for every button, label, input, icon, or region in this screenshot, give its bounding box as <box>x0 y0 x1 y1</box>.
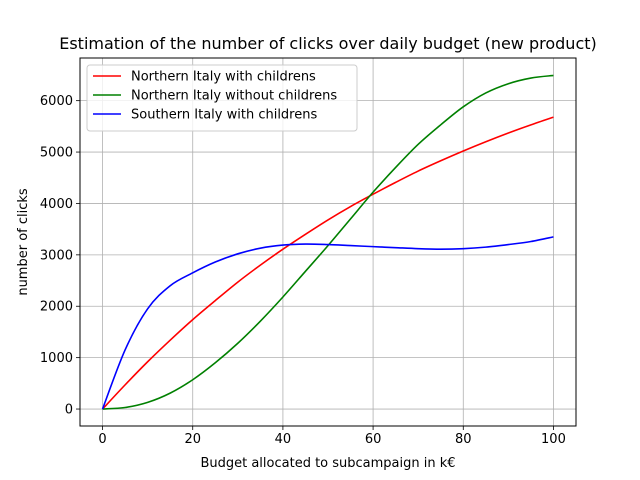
y-tick-label: 4000 <box>40 197 73 212</box>
series-line-2 <box>102 74 554 410</box>
series-line-3 <box>101 236 554 410</box>
x-tick-label: 80 <box>455 432 472 447</box>
x-tick-label: 20 <box>184 432 201 447</box>
legend-label: Northern Italy without childrens <box>131 89 337 104</box>
y-tick-label: 2000 <box>40 300 73 315</box>
y-tick-label: 3000 <box>40 248 73 263</box>
legend: Northern Italy with childrens Northern It… <box>86 64 358 132</box>
y-tick-label: 1000 <box>40 351 73 366</box>
y-tick-label: 0 <box>65 403 73 418</box>
legend-label: Southern Italy with childrens <box>131 108 317 123</box>
series-lines <box>101 74 554 410</box>
y-tick-label: 6000 <box>40 94 73 109</box>
y-axis: 0 1000 2000 3000 4000 5000 6000 <box>40 94 80 418</box>
y-tick-label: 5000 <box>40 146 73 161</box>
series-line-1 <box>101 116 554 410</box>
legend-box <box>86 64 358 132</box>
x-tick-label: 0 <box>98 432 106 447</box>
x-tick-label: 100 <box>541 432 566 447</box>
x-tick-label: 40 <box>275 432 292 447</box>
x-axis: 0 20 40 60 80 100 <box>98 426 566 447</box>
x-axis-label: Budget allocated to subcampaign in k€ <box>200 456 455 471</box>
y-axis-label: number of clicks <box>16 188 31 296</box>
plot-frame <box>79 57 577 427</box>
chart-title: Estimation of the number of clicks over … <box>59 34 597 53</box>
x-tick-label: 60 <box>365 432 382 447</box>
legend-label: Northern Italy with childrens <box>131 70 316 85</box>
